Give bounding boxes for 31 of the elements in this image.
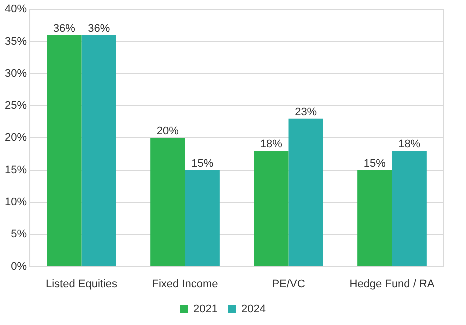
bar [288, 118, 324, 266]
legend-label: 2024 [242, 304, 266, 316]
y-tick-label: 10% [4, 196, 28, 209]
x-tick-label: Fixed Income [152, 278, 218, 290]
bar [358, 170, 392, 266]
y-tick-label: 25% [4, 100, 28, 112]
x-tick-label: Hedge Fund / RA [350, 278, 436, 290]
data-label: 36% [88, 22, 110, 35]
y-tick-label: 5% [11, 228, 28, 241]
y-tick-label: 0% [11, 260, 28, 273]
data-label: 36% [53, 22, 76, 35]
data-label: 23% [295, 106, 318, 118]
y-tick-label: 20% [4, 132, 28, 144]
y-tick-label: 40% [4, 4, 28, 16]
y-tick-label: 30% [4, 68, 28, 80]
data-label: 18% [398, 138, 421, 151]
legend-label: 2021 [194, 304, 218, 316]
x-tick-label: Listed Equities [46, 278, 118, 290]
data-label: 15% [364, 158, 386, 170]
x-tick-label: PE/VC [272, 278, 306, 290]
y-tick-label: 15% [4, 164, 28, 176]
bar [47, 35, 82, 266]
bar [185, 170, 220, 266]
data-label: 15% [192, 158, 214, 170]
bar [150, 138, 186, 266]
data-label: 18% [260, 138, 283, 151]
data-label: 20% [156, 126, 180, 138]
y-tick-label: 35% [4, 36, 28, 48]
bar [82, 35, 116, 266]
bar [254, 151, 289, 266]
bar [392, 151, 427, 266]
